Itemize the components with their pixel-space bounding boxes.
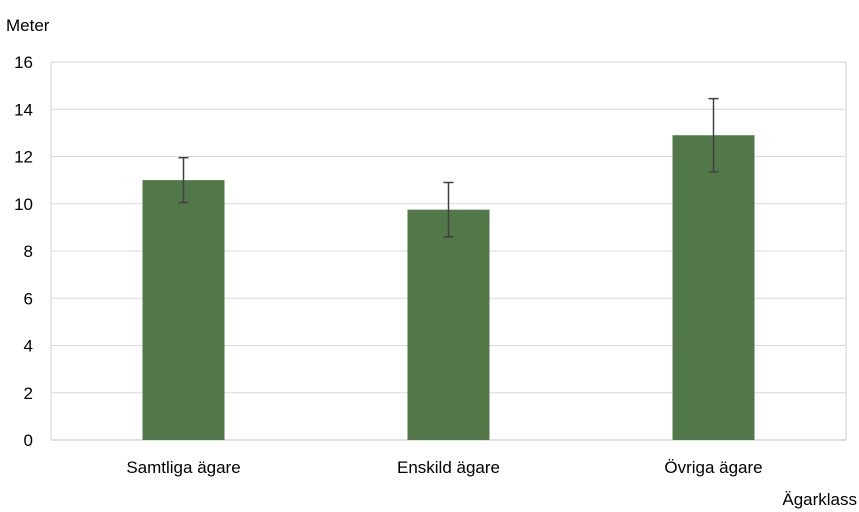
x-tick-label: Enskild ägare [397, 458, 500, 477]
y-axis-title: Meter [6, 16, 50, 35]
bar [672, 135, 755, 441]
bar [407, 209, 490, 440]
error-bars [178, 97, 719, 238]
x-tick-labels: Samtliga ägare Enskild ägare Övriga ägare [126, 458, 762, 477]
y-tick-label: 0 [24, 431, 33, 450]
y-tick-label: 2 [24, 384, 33, 403]
x-axis-title: Ägarklass [782, 490, 857, 509]
bars [142, 135, 755, 441]
y-tick-label: 10 [14, 195, 33, 214]
y-tick-label: 8 [24, 242, 33, 261]
y-tick-label: 6 [24, 289, 33, 308]
y-tick-label: 16 [14, 53, 33, 72]
x-tick-label: Övriga ägare [664, 458, 762, 477]
bar [142, 180, 225, 440]
y-tick-label: 4 [24, 337, 33, 356]
y-tick-label: 12 [14, 148, 33, 167]
x-tick-label: Samtliga ägare [126, 458, 240, 477]
y-tick-label: 14 [14, 100, 33, 119]
y-tick-labels: 0 2 4 6 8 10 12 14 16 [14, 53, 33, 450]
